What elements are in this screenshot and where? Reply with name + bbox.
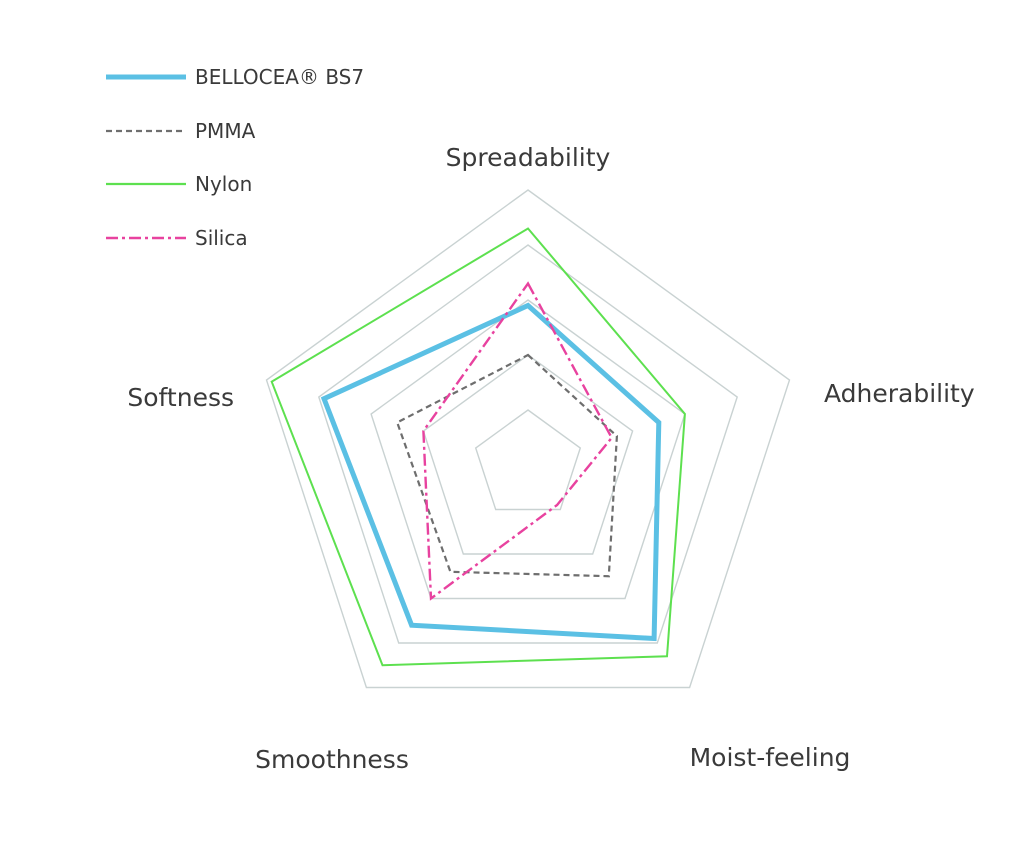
- radar-series: [270, 227, 686, 667]
- series-silica: [422, 281, 614, 601]
- axis-label-smoothness: Smoothness: [255, 745, 409, 774]
- grid-ring-5: [265, 189, 791, 689]
- series-nylon: [270, 227, 686, 667]
- radar-grid: [265, 189, 791, 689]
- legend: BELLOCEA® BS7 PMMA Nylon Silica: [106, 65, 364, 250]
- grid-ring-3: [370, 299, 686, 600]
- series-bellocea-bs7: [320, 302, 662, 642]
- legend-label-silica: Silica: [195, 226, 248, 250]
- grid-ring-1: [474, 409, 582, 511]
- legend-label-bellocea: BELLOCEA® BS7: [195, 65, 364, 89]
- series-pmma: [395, 353, 619, 578]
- axis-label-spreadability: Spreadability: [446, 143, 611, 172]
- axis-label-adherability: Adherability: [824, 379, 975, 408]
- axis-label-softness: Softness: [127, 383, 234, 412]
- legend-label-nylon: Nylon: [195, 172, 252, 196]
- grid-ring-4: [317, 244, 739, 644]
- grid-ring-2: [422, 354, 634, 555]
- axis-label-moist-feeling: Moist-feeling: [690, 743, 851, 772]
- legend-label-pmma: PMMA: [195, 119, 256, 143]
